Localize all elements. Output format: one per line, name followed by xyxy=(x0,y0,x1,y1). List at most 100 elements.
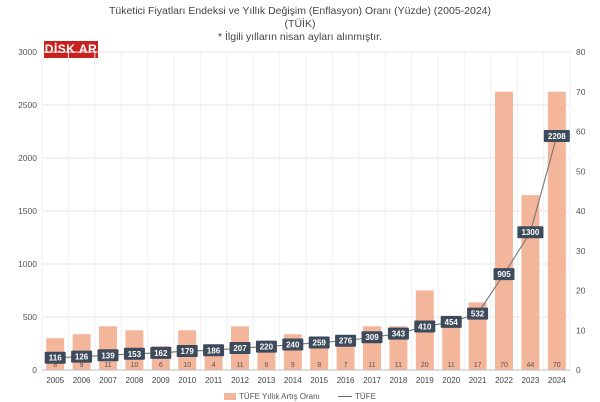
x-tick-label: 2018 xyxy=(390,376,408,385)
right-tick-label: 50 xyxy=(576,166,586,176)
right-tick-label: 20 xyxy=(576,286,586,296)
left-tick-label: 2500 xyxy=(18,100,37,110)
line-value-box xyxy=(123,347,145,360)
chart-source: (TÜİK) xyxy=(284,18,316,30)
line-value-label: 905 xyxy=(497,270,511,279)
x-tick-label: 2012 xyxy=(231,376,249,385)
line-value-box xyxy=(282,338,304,351)
line-value-label: 153 xyxy=(128,350,142,359)
x-tick-label: 2024 xyxy=(548,376,566,385)
bar-value-label: 44 xyxy=(527,362,535,369)
line-value-box xyxy=(361,331,383,344)
line-value-label: 309 xyxy=(365,333,379,342)
x-tick-label: 2010 xyxy=(178,376,196,385)
bar xyxy=(495,91,513,370)
bar-value-label: 10 xyxy=(131,362,139,369)
bar xyxy=(336,342,355,370)
bar-value-label: 20 xyxy=(421,362,429,369)
right-tick-label: 60 xyxy=(576,127,586,137)
x-tick-label: 2005 xyxy=(46,376,64,385)
left-tick-label: 3000 xyxy=(18,47,37,57)
line-value-box xyxy=(440,315,462,328)
x-tick-label: 2022 xyxy=(495,376,513,385)
bar-value-label: 7 xyxy=(344,362,348,369)
x-tick-label: 2020 xyxy=(442,376,460,385)
line-value-label: 343 xyxy=(392,330,406,339)
right-tick-label: 30 xyxy=(576,246,586,256)
line-value-box xyxy=(335,334,357,347)
x-tick-label: 2014 xyxy=(284,376,302,385)
left-tick-label: 0 xyxy=(32,365,37,375)
line-value-box xyxy=(97,349,119,362)
line-value-label: 220 xyxy=(260,343,274,352)
bar-value-label: 11 xyxy=(368,362,375,369)
bar-value-label: 10 xyxy=(183,362,191,369)
line-value-label: 186 xyxy=(207,346,221,355)
line-value-box xyxy=(414,320,436,333)
line-value-box xyxy=(467,307,489,320)
line-value-label: 207 xyxy=(233,344,247,353)
x-tick-label: 2007 xyxy=(99,376,117,385)
line-value-label: 116 xyxy=(49,354,62,363)
left-tick-label: 2000 xyxy=(18,153,37,163)
bar-value-label: 11 xyxy=(395,362,402,369)
left-tick-label: 1500 xyxy=(18,206,37,216)
legend-item-line: TÜFE xyxy=(338,392,376,401)
bar-value-label: 8 xyxy=(53,362,57,369)
bar-value-label: 70 xyxy=(553,362,561,369)
bar-value-label: 8 xyxy=(317,362,321,369)
legend-swatch-bar xyxy=(224,393,237,401)
line-value-label: 139 xyxy=(101,351,115,360)
bar xyxy=(204,354,223,370)
x-tick-label: 2013 xyxy=(258,376,276,385)
line-value-box xyxy=(387,327,409,340)
x-tick-label: 2011 xyxy=(205,376,223,385)
bar-value-label: 9 xyxy=(80,362,84,369)
line-value-label: 126 xyxy=(75,353,89,362)
line-value-box xyxy=(229,342,251,355)
right-tick-label: 70 xyxy=(576,87,586,97)
right-tick-label: 80 xyxy=(576,47,586,57)
left-tick-label: 500 xyxy=(23,312,37,322)
line-value-label: 162 xyxy=(154,349,168,358)
right-tick-label: 0 xyxy=(576,365,581,375)
line-value-label: 259 xyxy=(313,339,327,348)
line-value-label: 276 xyxy=(339,337,353,346)
x-tick-label: 2015 xyxy=(310,376,328,385)
line-value-label: 454 xyxy=(445,318,459,327)
x-tick-label: 2009 xyxy=(152,376,170,385)
legend-swatch-line xyxy=(338,396,353,398)
line-value-label: 240 xyxy=(286,341,300,350)
x-tick-label: 2008 xyxy=(126,376,144,385)
chart-title: Tüketici Fiyatları Endeksi ve Yıllık Değ… xyxy=(108,5,492,17)
bar-value-label: 11 xyxy=(104,362,111,369)
bar-value-label: 4 xyxy=(212,362,216,369)
bar-value-label: 6 xyxy=(159,362,163,369)
bar xyxy=(521,195,540,370)
bar-value-label: 11 xyxy=(448,362,455,369)
legend-label-bar: TÜFE Yıllık Artış Oranı xyxy=(239,392,320,401)
legend-label-line: TÜFE xyxy=(355,392,376,401)
line-value-label: 1300 xyxy=(522,228,540,237)
x-tick-label: 2023 xyxy=(522,376,540,385)
line-value-label: 532 xyxy=(471,310,485,319)
bar-value-label: 6 xyxy=(264,362,268,369)
line-value-box xyxy=(493,268,515,281)
right-tick-label: 10 xyxy=(576,325,586,335)
right-tick-label: 40 xyxy=(576,206,586,216)
chart-note: * İlgili yılların nisan ayları alınmıştı… xyxy=(218,31,382,43)
line-value-box xyxy=(255,340,277,353)
bar-value-label: 70 xyxy=(500,362,508,369)
bar-value-label: 17 xyxy=(474,362,482,369)
x-tick-label: 2019 xyxy=(416,376,434,385)
line-value-box xyxy=(176,345,198,358)
line-value-label: 2208 xyxy=(548,132,566,141)
line-value-box xyxy=(517,226,544,239)
bar xyxy=(547,91,566,370)
x-tick-label: 2006 xyxy=(73,376,91,385)
line-value-label: 179 xyxy=(181,347,195,356)
x-tick-label: 2017 xyxy=(363,376,381,385)
legend-item-bar: TÜFE Yıllık Artış Oranı xyxy=(224,392,320,401)
bar-value-label: 9 xyxy=(291,362,295,369)
